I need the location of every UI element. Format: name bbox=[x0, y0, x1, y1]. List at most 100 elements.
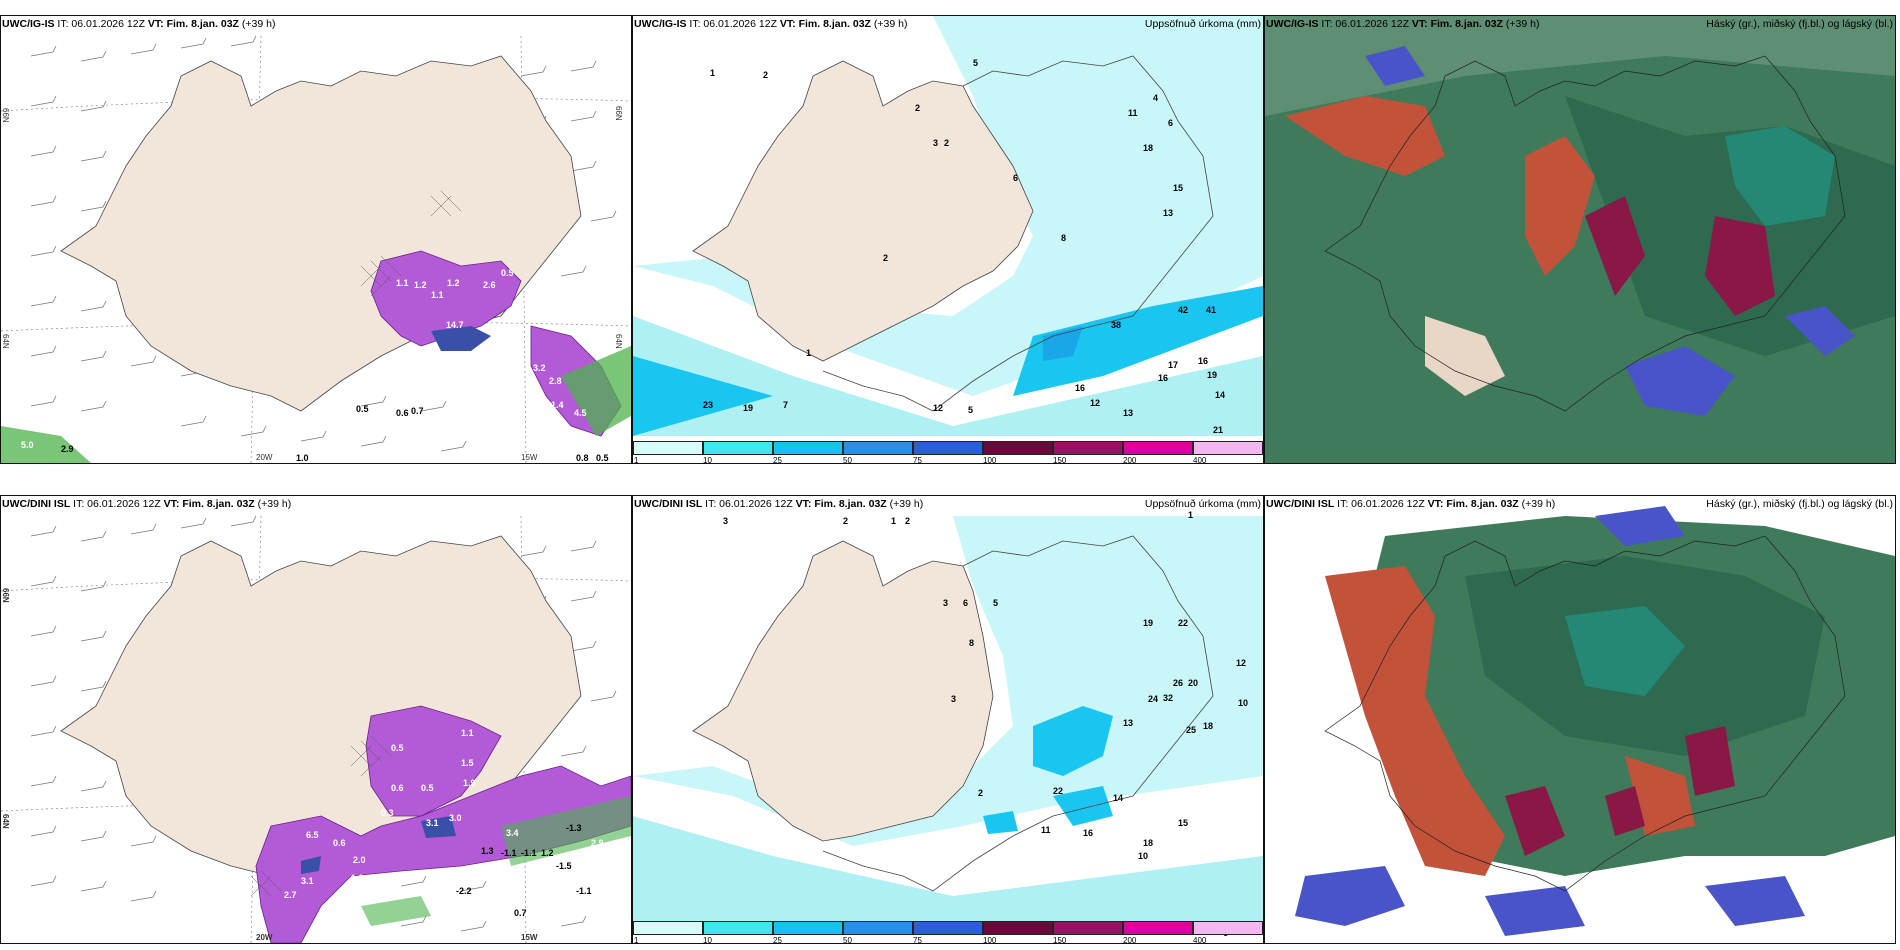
map-panel-precip-bottom: 3 2 1 2 3 6 8 5 19 22 12 10 24 32 26 20 … bbox=[632, 495, 1264, 944]
colorbar-bottom: 1 10 25 50 75 100 150 200 400 bbox=[633, 921, 1263, 943]
panel-header: UWC/DINI ISL IT: 06.01.2026 12Z VT: Fim.… bbox=[2, 498, 292, 510]
lon-label: 20W bbox=[256, 453, 273, 462]
wind-barb-map-bottom: 0.5 1.1 1.5 1.9 3.0 3.1 0.6 0.5 0.3 6.5 … bbox=[1, 496, 631, 943]
colorbar-tick: 200 bbox=[1123, 456, 1137, 464]
colorbar-cell bbox=[983, 921, 1053, 935]
value-label: 1.2 bbox=[447, 278, 460, 288]
hatch-bottom bbox=[250, 735, 392, 897]
precip-value: 25 bbox=[1186, 725, 1196, 735]
panel-header: UWC/DINI ISL IT: 06.01.2026 12Z VT: Fim.… bbox=[1266, 498, 1556, 510]
precip-value: 11 bbox=[1128, 108, 1138, 118]
value-label: -1.5 bbox=[556, 861, 572, 871]
precip-purple-top bbox=[370, 250, 622, 437]
colorbar-cell bbox=[633, 441, 703, 455]
value-label: -2.2 bbox=[456, 886, 472, 896]
colorbar-cell bbox=[913, 441, 983, 455]
colorbar-cell bbox=[703, 921, 773, 935]
cloud-map-bottom bbox=[1265, 496, 1895, 943]
lat-label: 66N bbox=[1, 588, 10, 603]
value-label: 1.2 bbox=[414, 280, 427, 290]
precip-value: 21 bbox=[1213, 425, 1223, 435]
precip-value: 4 bbox=[1153, 93, 1158, 103]
precip-value: 14 bbox=[1113, 793, 1123, 803]
panel-title: Háský (gr.), miðský (fj.bl.) og lágský (… bbox=[1706, 498, 1893, 510]
precip-value: 3 bbox=[951, 694, 956, 704]
precip-value: 16 bbox=[1083, 828, 1093, 838]
wind-barbs-bottom bbox=[30, 515, 617, 932]
precip-value: 10 bbox=[1138, 851, 1148, 861]
value-label: 2.8 bbox=[549, 376, 562, 386]
colorbar-cell bbox=[843, 921, 913, 935]
iceland-land-mid-top bbox=[692, 60, 1034, 362]
precip-value: 12 bbox=[1090, 398, 1100, 408]
wind-barb-map-top: 14.7 1.2 1.1 1.2 1.1 2.6 0.5 3.2 2.8 1.4… bbox=[1, 16, 631, 463]
precip-value: 5 bbox=[993, 598, 998, 608]
value-label: -1.3 bbox=[566, 823, 582, 833]
precip-value: 6 bbox=[1168, 118, 1173, 128]
colorbar-tick: 10 bbox=[703, 936, 712, 944]
precip-value: 41 bbox=[1206, 305, 1216, 315]
map-panel-cloud-bottom: UWC/DINI ISL IT: 06.01.2026 12Z VT: Fim.… bbox=[1264, 495, 1896, 944]
lat-label: 64N bbox=[1, 334, 10, 349]
value-label: 0.5 bbox=[391, 743, 404, 753]
precip-value: 2 bbox=[915, 103, 920, 113]
value-label: 1.2 bbox=[541, 848, 554, 858]
precip-value: 11 bbox=[1041, 825, 1051, 835]
value-label: 1.0 bbox=[351, 873, 364, 883]
precip-value: 14 bbox=[1215, 390, 1225, 400]
value-label: 14.7 bbox=[446, 320, 464, 330]
precip-value: 3 bbox=[933, 138, 938, 148]
precip-value: 3 bbox=[943, 598, 948, 608]
precip-value: 2 bbox=[883, 253, 888, 263]
colorbar-tick: 100 bbox=[983, 456, 997, 464]
precip-value: 16 bbox=[1075, 383, 1085, 393]
precip-value: 2 bbox=[763, 70, 768, 80]
precip-value: 1 bbox=[1188, 510, 1193, 520]
precip-value: 1 bbox=[806, 348, 811, 358]
precip-value: 2 bbox=[843, 516, 848, 526]
lon-label: 15W bbox=[521, 453, 538, 462]
precip-value: 3 bbox=[723, 516, 728, 526]
value-label: 6.5 bbox=[306, 830, 319, 840]
colorbar-cell bbox=[1123, 921, 1193, 935]
value-label: 1.3 bbox=[481, 846, 494, 856]
colorbar-cell bbox=[913, 921, 983, 935]
precip-value: 6 bbox=[963, 598, 968, 608]
colorbar-tick: 25 bbox=[773, 456, 782, 464]
colorbar-cell bbox=[703, 441, 773, 455]
precip-value: 15 bbox=[1178, 818, 1188, 828]
value-label: 3.1 bbox=[301, 876, 314, 886]
value-label: 0.5 bbox=[421, 783, 434, 793]
precip-value: 18 bbox=[1203, 721, 1213, 731]
precip-value: 12 bbox=[1236, 658, 1246, 668]
precip-value: 5 bbox=[973, 58, 978, 68]
precip-value: 19 bbox=[1143, 618, 1153, 628]
precip-value: 19 bbox=[1207, 370, 1217, 380]
value-label: 2.7 bbox=[284, 890, 297, 900]
panel-header: UWC/IG-IS IT: 06.01.2026 12Z VT: Fim. 8.… bbox=[2, 18, 276, 30]
precip-value: 13 bbox=[1163, 208, 1173, 218]
value-label: 2.9 bbox=[61, 444, 74, 454]
map-panel-cloud-top: UWC/IG-IS IT: 06.01.2026 12Z VT: Fim. 8.… bbox=[1264, 15, 1896, 464]
precip-value: 18 bbox=[1143, 143, 1153, 153]
map-panel-precip-top: 1 2 2 2 3 5 8 4 11 6 18 15 13 38 42 41 1… bbox=[632, 15, 1264, 464]
precip-value: 22 bbox=[1053, 786, 1063, 796]
value-label: 0.6 bbox=[333, 838, 346, 848]
precip-value: 5 bbox=[968, 405, 973, 415]
colorbar-tick: 50 bbox=[843, 456, 852, 464]
colorbar-tick: 200 bbox=[1123, 936, 1137, 944]
value-label: 3.4 bbox=[506, 828, 519, 838]
precip-value: 2 bbox=[905, 516, 910, 526]
value-label: 0.3 bbox=[381, 808, 394, 818]
colorbar-tick: 50 bbox=[843, 936, 852, 944]
colorbar-cell bbox=[1053, 441, 1123, 455]
lat-label: 64N bbox=[614, 334, 623, 349]
panel-header: UWC/IG-IS IT: 06.01.2026 12Z VT: Fim. 8.… bbox=[1266, 18, 1540, 30]
value-label: 4.5 bbox=[574, 408, 587, 418]
colorbar-tick: 75 bbox=[913, 456, 922, 464]
value-label: 1.5 bbox=[461, 758, 474, 768]
precip-value: 42 bbox=[1178, 305, 1188, 315]
value-label: 0.6 bbox=[391, 783, 404, 793]
iceland-land-mid-bottom bbox=[692, 540, 994, 842]
value-label: 3.1 bbox=[426, 818, 439, 828]
